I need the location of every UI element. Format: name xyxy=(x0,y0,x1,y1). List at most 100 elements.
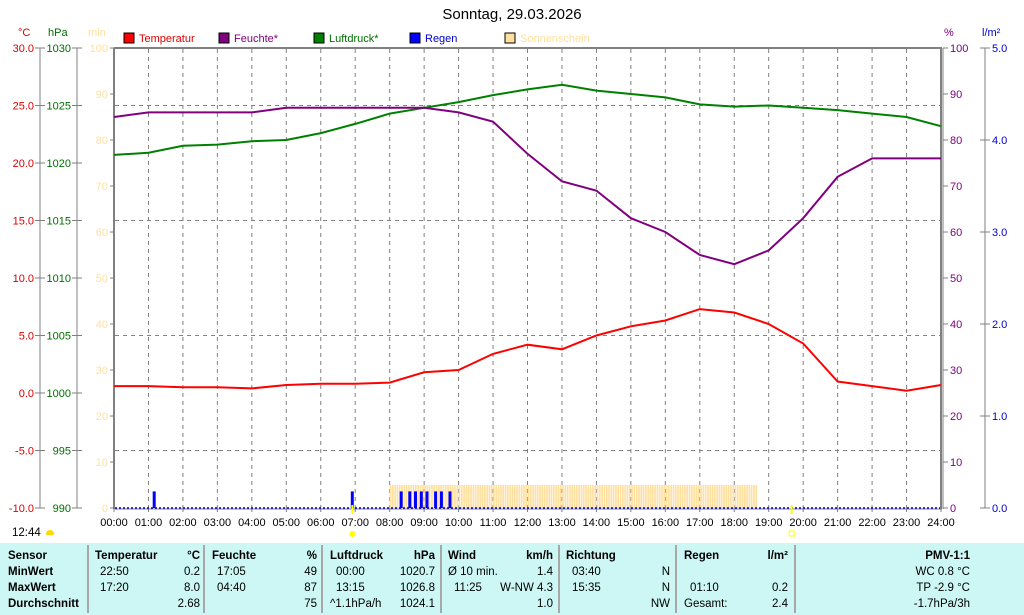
svg-text:990: 990 xyxy=(53,503,71,515)
sunset-icon xyxy=(788,530,795,537)
stats-col-wind: Wind km/h Ø 10 min. 1.4 11:25 W-NW 4.3 1… xyxy=(448,543,553,615)
svg-text:30.0: 30.0 xyxy=(13,43,34,55)
svg-text:3.0: 3.0 xyxy=(992,227,1007,239)
svg-text:23:00: 23:00 xyxy=(893,517,921,529)
svg-text:15:00: 15:00 xyxy=(617,517,645,529)
temperature-line xyxy=(114,308,942,392)
page-title: Sonntag, 29.03.2026 xyxy=(442,6,582,23)
svg-text:04:00: 04:00 xyxy=(238,517,266,529)
svg-text:50: 50 xyxy=(96,273,108,285)
stats-col-sensor: Sensor MinWert MaxWert Durchschnitt xyxy=(8,543,88,615)
header-pmv: PMV-1:1 xyxy=(925,550,970,562)
press-avg-value: 1024.1 xyxy=(399,598,435,610)
svg-text:11:00: 11:00 xyxy=(480,517,507,529)
svg-text:-10.0: -10.0 xyxy=(9,503,34,515)
svg-text:995: 995 xyxy=(53,446,71,458)
svg-text:l/m²: l/m² xyxy=(982,27,1001,39)
header-wind-unit: km/h xyxy=(526,550,553,562)
svg-text:70: 70 xyxy=(950,181,962,193)
header-temperature-unit: °C xyxy=(187,550,200,562)
header-rain-unit: l/m² xyxy=(767,550,788,562)
divider xyxy=(321,545,323,613)
pressure-line xyxy=(113,83,942,156)
legend: Temperatur Feuchte* Luftdruck* Regen Sonnens… xyxy=(123,32,590,45)
stats-table: Sensor MinWert MaxWert Durchschnitt Temp… xyxy=(0,543,1024,615)
wind-day-avg-value: 1.0 xyxy=(537,598,553,610)
svg-text:06:00: 06:00 xyxy=(307,517,335,529)
hum-min-value: 49 xyxy=(304,566,317,578)
hum-max-value: 87 xyxy=(304,582,317,594)
stats-col-pressure: Luftdruck hPa 00:00 1020.7 13:15 1026.8 … xyxy=(330,543,435,615)
svg-text:21:00: 21:00 xyxy=(824,517,852,529)
svg-text:-5.0: -5.0 xyxy=(15,446,34,458)
svg-text:10: 10 xyxy=(950,457,962,469)
temp-min-time: 22:50 xyxy=(100,566,129,578)
svg-text:1.0: 1.0 xyxy=(992,411,1007,423)
svg-text:1000: 1000 xyxy=(47,388,71,400)
sun-time: 12:44 xyxy=(12,527,41,539)
divider xyxy=(794,545,796,613)
divider xyxy=(203,545,205,613)
svg-text:14:00: 14:00 xyxy=(583,517,611,529)
header-temperature: Temperatur xyxy=(95,550,158,562)
svg-text:°C: °C xyxy=(18,27,30,39)
stats-col-direction: Richtung 03:40 N 15:35 N NW xyxy=(566,543,670,615)
temp-max-value: 8.0 xyxy=(184,582,200,594)
svg-text:100: 100 xyxy=(950,43,968,55)
temp-max-time: 17:20 xyxy=(100,582,129,594)
svg-text:12:00: 12:00 xyxy=(514,517,542,529)
header-humidity: Feuchte xyxy=(212,550,257,562)
wind-max-time: 11:25 xyxy=(454,582,482,594)
svg-text:90: 90 xyxy=(950,89,962,101)
sunrise-icon xyxy=(349,531,356,537)
stats-col-humidity: Feuchte % 17:05 49 04:40 87 75 xyxy=(212,543,317,615)
legend-item-sonnenschein: Sonnenschein xyxy=(504,32,590,45)
divider xyxy=(558,545,560,613)
header-pressure: Luftdruck xyxy=(330,550,384,562)
svg-text:1025: 1025 xyxy=(47,101,71,113)
sun-markers xyxy=(349,505,795,537)
svg-text:5.0: 5.0 xyxy=(992,43,1007,55)
svg-text:01:00: 01:00 xyxy=(135,517,163,529)
axis-unit-labels: °C hPa min% l/m² xyxy=(18,27,1001,39)
dir-min-time: 03:40 xyxy=(572,566,601,578)
stats-col-pmv: PMV-1:1 WC 0.8 °C TP -2.9 °C -1.7hPa/3h xyxy=(800,543,970,615)
svg-text:20: 20 xyxy=(950,411,962,423)
temp-avg-value: 2.68 xyxy=(177,598,200,610)
header-humidity-unit: % xyxy=(306,550,317,562)
svg-text:24:00: 24:00 xyxy=(927,517,955,529)
header-direction: Richtung xyxy=(566,550,616,562)
svg-text:min: min xyxy=(88,27,106,39)
rain-total-value: 2.4 xyxy=(772,598,788,610)
svg-text:10: 10 xyxy=(96,457,108,469)
header-sensor: Sensor xyxy=(8,550,47,562)
plot-frame xyxy=(113,47,944,510)
svg-text:00:00: 00:00 xyxy=(100,517,128,529)
hum-max-time: 04:40 xyxy=(217,582,246,594)
svg-text:40: 40 xyxy=(950,319,962,331)
wind-avg10-value: 1.4 xyxy=(537,566,553,578)
dir-max-value: N xyxy=(661,582,670,594)
svg-text:0.0: 0.0 xyxy=(992,503,1007,515)
svg-text:02:00: 02:00 xyxy=(169,517,197,529)
svg-text:90: 90 xyxy=(96,89,108,101)
svg-text:25.0: 25.0 xyxy=(13,101,34,113)
svg-text:Temperatur: Temperatur xyxy=(139,33,195,45)
row-label-max: MaxWert xyxy=(8,582,56,594)
svg-text:1005: 1005 xyxy=(47,331,71,343)
svg-text:17:00: 17:00 xyxy=(686,517,714,529)
svg-text:07:00: 07:00 xyxy=(341,517,369,529)
press-min-value: 1020.7 xyxy=(399,566,435,578)
svg-text:30: 30 xyxy=(96,365,108,377)
svg-text:4.0: 4.0 xyxy=(992,135,1007,147)
legend-item-temperatur: Temperatur xyxy=(123,32,195,45)
dir-min-value: N xyxy=(661,566,670,578)
row-label-avg: Durchschnitt xyxy=(8,598,79,610)
svg-text:Feuchte*: Feuchte* xyxy=(234,33,279,45)
pmv-dewpoint: TP -2.9 °C xyxy=(916,582,970,594)
svg-text:5.0: 5.0 xyxy=(19,331,34,343)
hum-min-time: 17:05 xyxy=(217,566,246,578)
svg-text:1015: 1015 xyxy=(47,216,71,228)
divider xyxy=(87,545,89,613)
svg-text:20: 20 xyxy=(96,411,108,423)
